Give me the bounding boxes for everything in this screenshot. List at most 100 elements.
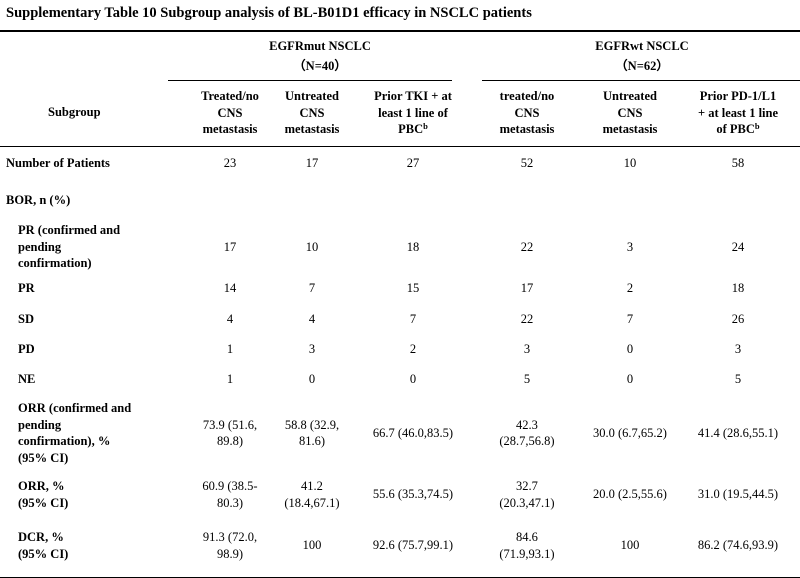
column-header-text: Prior PD-1/L1: [699, 89, 777, 103]
table-cell: 14: [224, 280, 237, 297]
column-header: Prior PD-1/L1 + at least 1 line of PBCb: [698, 88, 778, 138]
cell-line: 5: [734, 372, 742, 386]
cell-line: 100: [302, 538, 322, 553]
cell-line: 42.3: [516, 417, 538, 432]
cell-line: 1: [226, 372, 234, 386]
cell-line: 98.9): [216, 546, 244, 561]
table-cell: 91.3 (72.0, 98.9): [203, 529, 257, 562]
row-label-line: PR (confirmed and: [18, 223, 121, 237]
cell-line: 4: [226, 312, 234, 326]
cell-line: 7: [626, 312, 634, 326]
egfrmut-group-underline: [168, 80, 452, 81]
table-cell: 3: [627, 239, 633, 256]
column-header-text: least 1 line of: [378, 105, 448, 120]
cell-line: 17: [520, 281, 534, 295]
row-label: BOR, n (%): [6, 192, 166, 209]
column-header-line: CNS: [500, 105, 555, 122]
cell-line: 86.2 (74.6,93.9): [697, 538, 779, 553]
row-label: NE: [18, 371, 178, 388]
cell-line: 2: [409, 342, 417, 356]
cell-line: 23: [223, 156, 237, 170]
cell-line: (18.4,67.1): [284, 495, 340, 510]
cell-line: 41.2: [301, 479, 323, 493]
cell-line: 81.6): [298, 434, 326, 448]
cell-line: 18: [731, 281, 745, 295]
table-cell: 0: [309, 371, 315, 388]
header-rule: [0, 146, 800, 147]
table-cell: 5: [524, 371, 530, 388]
cell-line: 26: [731, 312, 745, 326]
column-header-line: Treated/no: [201, 88, 259, 105]
cell-line: 14: [223, 281, 237, 295]
table-cell: 20.0 (2.5,55.6): [593, 486, 667, 503]
row-label-line: (95% CI): [18, 450, 69, 465]
column-header: Prior TKI + at least 1 line of PBCb: [374, 88, 452, 138]
table-cell: 0: [627, 341, 633, 358]
table-cell: 18: [732, 280, 745, 297]
cell-line: 100: [620, 538, 640, 553]
table-cell: 42.3 (28.7,56.8): [499, 417, 554, 450]
column-header-line: PBCb: [374, 121, 452, 138]
table-cell: 4: [227, 311, 233, 328]
cell-line: 27: [406, 156, 420, 170]
column-header: Untreated CNS metastasis: [603, 88, 658, 138]
table-cell: 31.0 (19.5,44.5): [698, 486, 778, 503]
column-header-text: treated/no: [499, 89, 555, 103]
cell-line: 84.6: [516, 530, 538, 544]
cell-line: 3: [308, 342, 316, 356]
cell-line: 55.6 (35.3,74.5): [372, 487, 454, 502]
row-label-line: NE: [18, 372, 36, 386]
column-header: Untreated CNS metastasis: [285, 88, 340, 138]
row-label-line: PD: [18, 342, 35, 356]
table-cell: 7: [309, 280, 315, 297]
cell-line: 66.7 (46.0,83.5): [372, 425, 454, 440]
group-header-n: （N=40）: [293, 59, 347, 73]
cell-line: 5: [523, 372, 531, 386]
row-label: DCR, % (95% CI): [18, 529, 178, 562]
table-cell: 52: [521, 155, 534, 172]
column-header-text: CNS: [299, 105, 325, 120]
table-cell: 58.8 (32.9, 81.6): [285, 417, 339, 450]
table-cell: 18: [407, 239, 420, 256]
cell-line: 22: [520, 312, 534, 326]
cell-line: (20.3,47.1): [499, 495, 555, 510]
cell-line: 0: [409, 372, 417, 386]
table-cell: 2: [627, 280, 633, 297]
column-header-line: metastasis: [500, 121, 555, 138]
cell-line: 18: [406, 239, 420, 254]
column-header-text: CNS: [514, 105, 540, 120]
table-cell: 41.4 (28.6,55.1): [698, 425, 778, 442]
table-cell: 26: [732, 311, 745, 328]
column-header-line: Untreated: [603, 88, 658, 105]
table-cell: 86.2 (74.6,93.9): [698, 537, 778, 554]
column-header-text: CNS: [217, 105, 243, 120]
cell-line: 0: [308, 372, 316, 386]
row-label: ORR, % (95% CI): [18, 478, 178, 511]
row-label-line: confirmation), %: [18, 434, 111, 448]
table-cell: 22: [521, 311, 534, 328]
table-cell: 100: [621, 537, 640, 554]
cell-line: 7: [409, 312, 417, 326]
table-cell: 60.9 (38.5- 80.3): [202, 478, 257, 511]
column-header-text: Untreated: [603, 89, 657, 103]
cell-line: 4: [308, 312, 316, 326]
column-header-text: Treated/no: [201, 89, 259, 103]
subgroup-header: Subgroup: [48, 105, 101, 119]
cell-line: 22: [520, 239, 534, 254]
table-cell: 22: [521, 239, 534, 256]
column-header-line: least 1 line of: [374, 105, 452, 122]
cell-line: 17: [223, 239, 237, 254]
cell-line: 15: [406, 281, 420, 295]
table-cell: 0: [410, 371, 416, 388]
cell-line: 1: [226, 342, 234, 356]
cell-line: 7: [308, 281, 316, 295]
cell-line: 24: [731, 239, 745, 254]
table-cell: 73.9 (51.6, 89.8): [203, 417, 257, 450]
row-label-line: PR: [18, 281, 35, 295]
column-header-line: metastasis: [603, 121, 658, 138]
cell-line: 20.0 (2.5,55.6): [593, 487, 667, 502]
column-header-text: of PBC: [716, 122, 755, 136]
cell-line: 73.9 (51.6,: [202, 417, 258, 432]
cell-line: 41.4 (28.6,55.1): [697, 425, 779, 440]
cell-line: 80.3): [216, 495, 244, 510]
